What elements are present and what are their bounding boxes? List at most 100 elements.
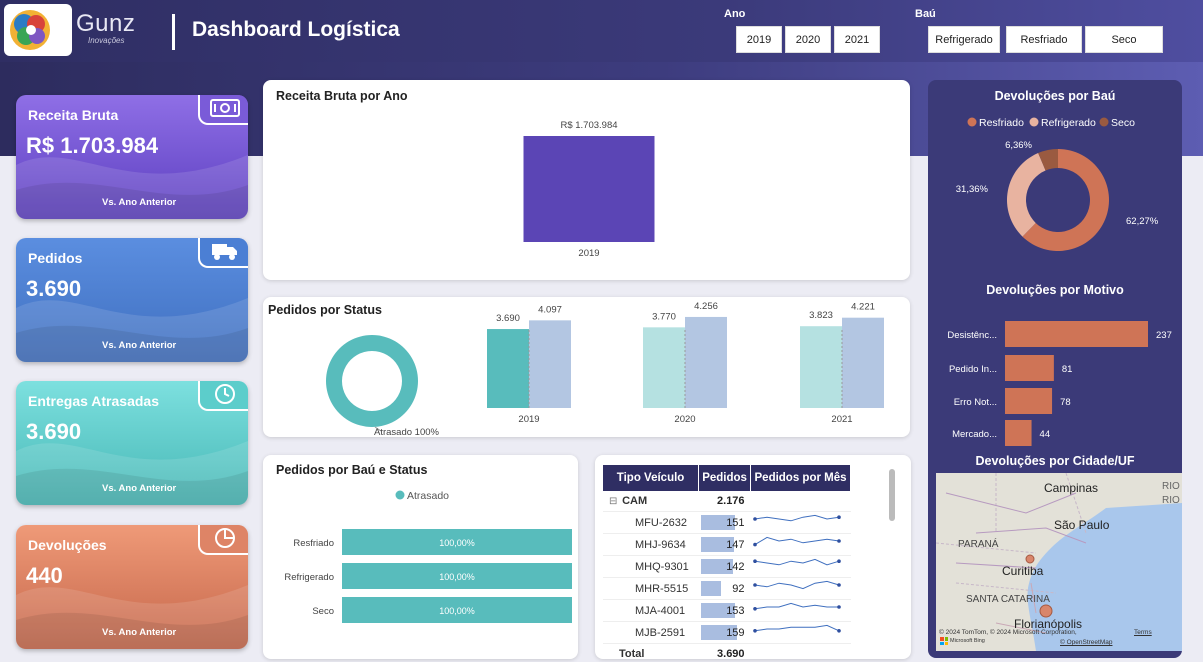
sparkline	[750, 599, 851, 622]
y-tick-label: Seco	[312, 606, 334, 617]
bar-2019-series-1	[529, 320, 571, 408]
data-bar	[700, 559, 733, 574]
ano-slicer-label: Ano	[724, 8, 746, 20]
column-header-pedidos[interactable]: Pedidos	[698, 465, 752, 491]
sparkline-line	[754, 580, 839, 590]
table-scrollbar[interactable]	[889, 469, 895, 521]
devolucoes-bau-title: Devoluções por Baú	[994, 89, 1116, 103]
map-label-curitiba: Curitiba	[1002, 564, 1044, 578]
table-row[interactable]: MJA-4001 153	[603, 599, 851, 622]
map-osm-link[interactable]: © OpenStreetMap	[1060, 639, 1113, 646]
sparkline-chart	[752, 536, 841, 547]
bar-2020-series-1	[685, 316, 727, 408]
pedidos-value: 153	[698, 599, 751, 622]
y-tick-label: Resfriado	[293, 538, 334, 549]
y-tick-label: Desistênc...	[947, 330, 997, 341]
table-group-row[interactable]: ⊟ CAM 2.176	[603, 491, 851, 512]
map[interactable]: Campinas São Paulo PARANÁ Curitiba SANTA…	[936, 473, 1182, 651]
kpi-devolucoes: Devoluções 440 Vs. Ano Anterior	[16, 525, 248, 649]
sparkline-point	[752, 629, 757, 633]
data-label: 3.823	[809, 310, 833, 321]
y-tick-label: Pedido In...	[949, 364, 997, 375]
bau-slicer-label: Baú	[915, 8, 936, 20]
bar-2019-series-0	[487, 329, 529, 408]
kpi-footnote: Vs. Ano Anterior	[102, 627, 177, 638]
sparkline-point	[836, 629, 841, 633]
pedidos-value: 92	[698, 577, 751, 600]
sparkline-line	[754, 514, 839, 522]
receita-bruta-chart: R$ 1.703.984 2019	[523, 120, 655, 259]
legend-label: Resfriado	[979, 117, 1024, 129]
pie-slice-Seco	[1038, 149, 1058, 171]
legend-marker	[967, 117, 977, 127]
table-row[interactable]: MJB-2591 159	[603, 621, 851, 644]
sparkline-point	[836, 559, 841, 563]
devolucoes-motivo-chart: Desistênc... 237 Pedido In... 81 Erro Not...…	[947, 321, 1172, 446]
table-row[interactable]: MHR-5515 92	[603, 577, 851, 600]
bar-2021-series-0	[800, 326, 842, 408]
sparkline	[750, 511, 851, 534]
kpi-footnote: Vs. Ano Anterior	[102, 340, 177, 351]
data-label: 78	[1060, 397, 1071, 408]
x-tick-label: 2020	[674, 414, 695, 425]
vehicle-name: MFU-2632	[603, 511, 699, 534]
group-name: ⊟ CAM	[603, 491, 699, 512]
bar-Resfriado	[342, 529, 572, 555]
page-title: Dashboard Logística	[192, 18, 400, 41]
money-icon	[198, 95, 248, 125]
company-logo	[4, 4, 72, 56]
ano-2019-button[interactable]: 2019	[736, 26, 782, 53]
vehicle-name: MHJ-9634	[603, 533, 699, 556]
sparkline-line	[754, 558, 839, 566]
table-row[interactable]: MHQ-9301 142	[603, 555, 851, 578]
map-label-florianopolis: Florianópolis	[1014, 617, 1083, 631]
sparkline-chart	[752, 514, 841, 522]
ano-2021-button[interactable]: 2021	[834, 26, 880, 53]
column-header-pedidos-mes[interactable]: Pedidos por Mês	[750, 465, 851, 491]
bar-Desistênc...	[1005, 321, 1148, 347]
table-row[interactable]: MFU-2632 151	[603, 511, 851, 534]
map-bing-label: Microsoft Bing	[950, 638, 985, 644]
data-bar	[700, 625, 737, 640]
sparkline-point	[752, 607, 757, 611]
sparkline-point	[752, 583, 757, 587]
chart-title: Pedidos por Baú e Status	[276, 463, 428, 477]
kpi-value: 3.690	[26, 419, 82, 444]
pedidos-value: 147	[698, 533, 751, 556]
pedidos-bau-status-chart: Atrasado Resfriado 100,00% Refrigerado 100,0…	[284, 490, 572, 623]
bau-refrigerado-button[interactable]: Refrigerado	[928, 26, 1000, 53]
bar-2019	[523, 136, 655, 242]
y-tick-label: Mercado...	[952, 429, 997, 440]
table-row[interactable]: MHJ-9634 147	[603, 533, 851, 556]
map-label-campinas: Campinas	[1044, 481, 1099, 495]
legend-label: Refrigerado	[1041, 117, 1096, 129]
sparkline-point	[836, 583, 841, 587]
data-label: 81	[1062, 364, 1073, 375]
logo-emblem-icon	[10, 10, 50, 50]
data-label: 4.221	[851, 302, 875, 313]
bau-resfriado-button[interactable]: Resfriado	[1006, 26, 1082, 53]
bau-seco-button[interactable]: Seco	[1085, 26, 1163, 53]
donut-slice-atrasado	[325, 335, 418, 427]
expand-collapse-icon[interactable]: ⊟	[609, 496, 618, 507]
ano-2020-button[interactable]: 2020	[785, 26, 831, 53]
sparkline-point	[836, 605, 841, 609]
map-label-sao-paulo: São Paulo	[1054, 518, 1110, 532]
column-header-tipo-veiculo[interactable]: Tipo Veículo	[603, 465, 700, 491]
legend-label: Atrasado	[407, 490, 449, 502]
x-tick-label: 2019	[578, 248, 599, 259]
sparkline	[750, 555, 851, 578]
kpi-label: Pedidos	[28, 250, 83, 266]
chart-title: Pedidos por Status	[268, 303, 382, 317]
data-label: R$ 1.703.984	[560, 120, 617, 131]
legend-marker	[395, 490, 405, 500]
map-attribution: © 2024 TomTom, © 2024 Microsoft Corporat…	[939, 629, 1077, 636]
data-label: 44	[1040, 429, 1051, 440]
map-terms-link[interactable]: Terms	[1134, 629, 1152, 636]
table-total-row[interactable]: Total 3.690	[603, 643, 851, 659]
data-bar	[700, 537, 734, 552]
kpi-footnote: Vs. Ano Anterior	[102, 197, 177, 208]
kpi-label: Devoluções	[28, 537, 107, 553]
pedidos-value: 142	[698, 555, 751, 578]
kpi-background	[16, 381, 248, 505]
